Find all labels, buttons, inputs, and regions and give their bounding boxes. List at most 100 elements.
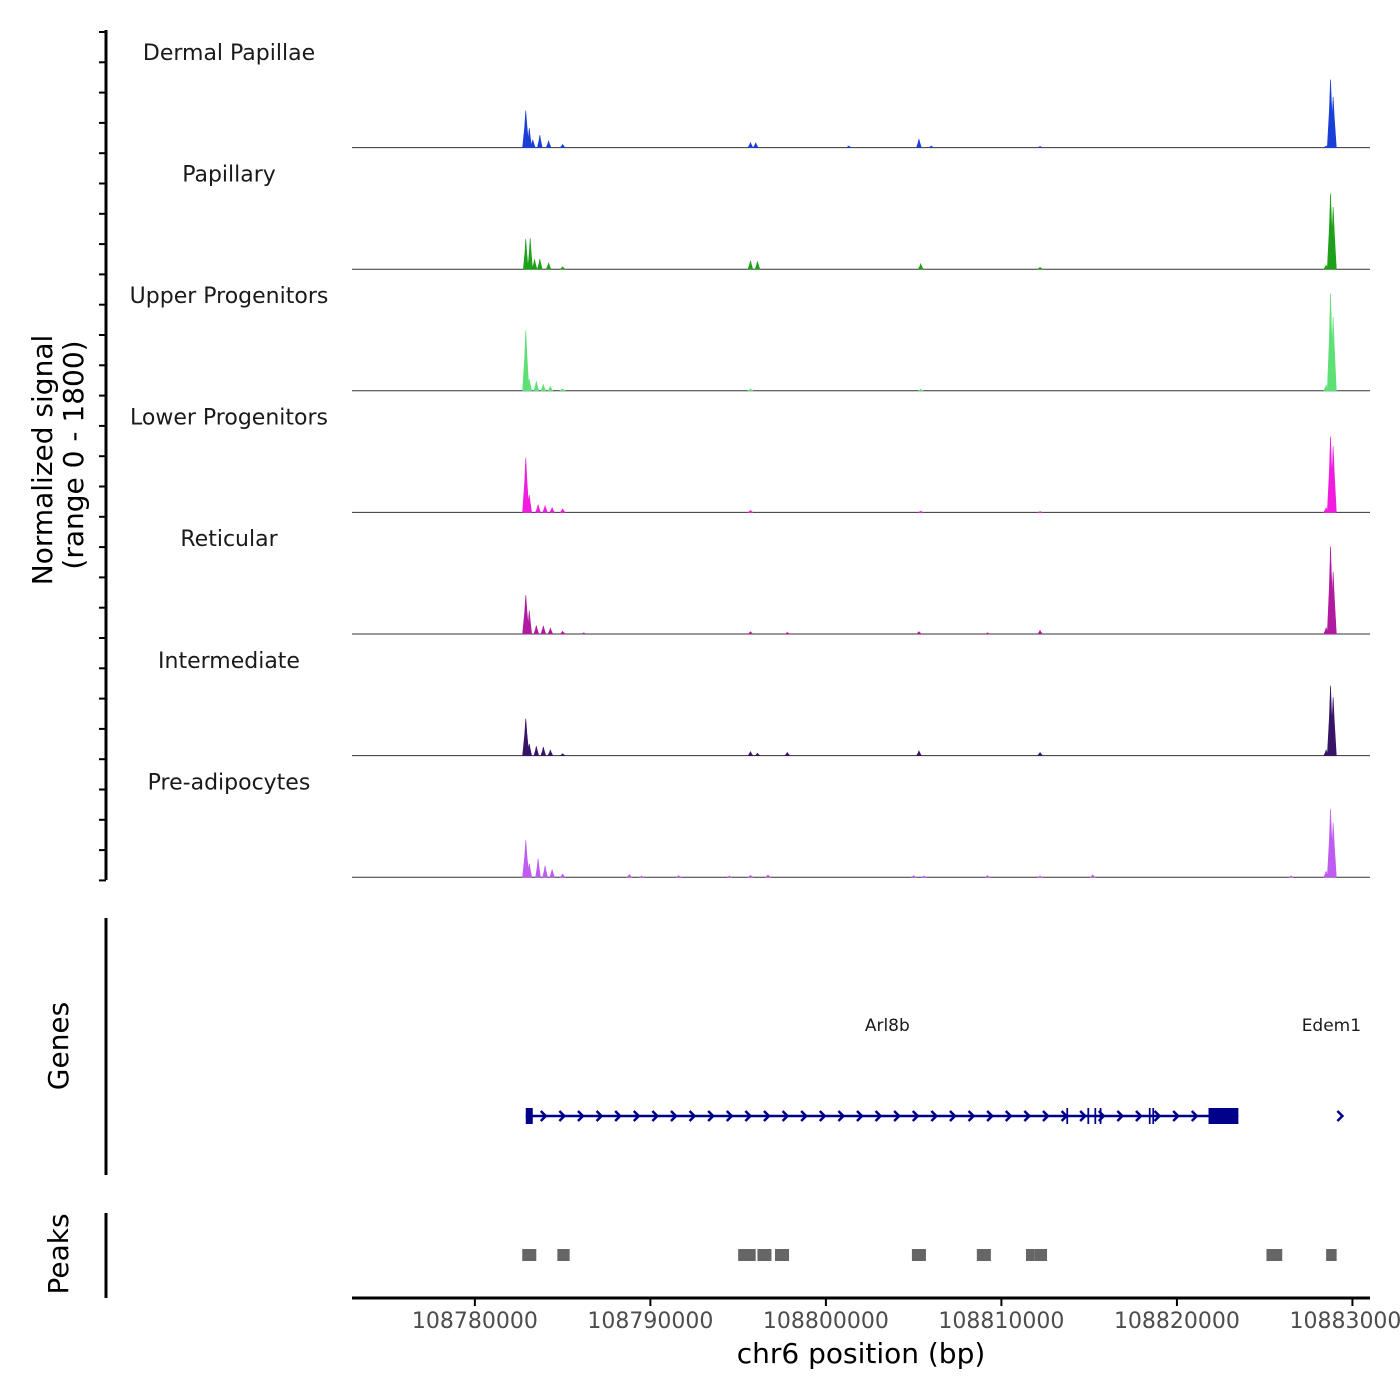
gene-label: Edem1 (1302, 1016, 1361, 1036)
signal-peak (535, 504, 541, 513)
track-label: Intermediate (158, 649, 300, 674)
strand-arrow (1172, 1110, 1180, 1122)
signal-peak (540, 383, 547, 392)
peak-region (1034, 1249, 1048, 1261)
signal-peak (559, 266, 566, 270)
gene-edem1: Edem1 (1302, 1016, 1361, 1122)
signal-peak (559, 143, 566, 148)
signal-peak (559, 753, 566, 756)
gene-label: Arl8b (865, 1016, 910, 1036)
strand-arrow (744, 1110, 753, 1122)
track-papillary: Papillary (182, 162, 1370, 270)
gene-arl8b: Arl8b (525, 1016, 1239, 1124)
track-dermal-papillae: Dermal Papillae (143, 41, 1370, 149)
peak-region (976, 1249, 991, 1261)
signal-peak (527, 238, 533, 270)
signal-peak (1037, 511, 1043, 513)
x-tick-label: 108790000 (587, 1309, 713, 1334)
signal-peak (846, 145, 853, 148)
signal-peak (928, 145, 935, 148)
peak-region (1025, 1249, 1035, 1261)
signal-peak (559, 508, 566, 513)
strand-arrow (614, 1110, 622, 1122)
gene-exon (525, 1108, 533, 1124)
gene-exon (1099, 1108, 1102, 1124)
signal-peak (545, 139, 552, 148)
signal-peak (1288, 875, 1294, 878)
strand-arrow (707, 1110, 715, 1122)
track-label: Papillary (182, 162, 276, 187)
signal-peak (921, 875, 927, 878)
x-tick-label: 108820000 (1114, 1309, 1240, 1334)
strand-arrow (1042, 1110, 1050, 1122)
track-reticular: Reticular (180, 527, 1370, 635)
gene-exon (1152, 1108, 1155, 1124)
strand-arrow (930, 1110, 939, 1122)
signal-peak (1037, 875, 1043, 878)
x-tick-label: 108830000 (1289, 1309, 1400, 1334)
signal-peak (526, 743, 533, 756)
gene-exon (1087, 1108, 1090, 1124)
x-tick-label: 108810000 (938, 1309, 1064, 1334)
strand-arrow (577, 1110, 585, 1122)
track-label: Dermal Papillae (143, 41, 315, 66)
signal-peak (747, 631, 754, 635)
peak-region (911, 1249, 926, 1261)
strand-arrow (893, 1110, 901, 1122)
signal-peak (764, 874, 772, 878)
x-axis-title: chr6 position (bp) (737, 1337, 986, 1370)
signal-peak (531, 259, 538, 270)
signal-peak (915, 750, 922, 756)
track-label: Pre-adipocytes (148, 770, 311, 795)
peak-region (557, 1249, 570, 1261)
signal-peak (754, 261, 761, 270)
signal-peak (1089, 874, 1096, 878)
signal-peak (747, 510, 754, 513)
signal-peak (547, 749, 554, 756)
signal-peak (526, 863, 533, 878)
signal-peak (747, 260, 754, 270)
gene-exon (1148, 1108, 1151, 1124)
signal-peak (545, 261, 552, 270)
signal-peak (639, 875, 645, 878)
track-intermediate: Intermediate (158, 649, 1370, 757)
signal-peak (559, 873, 566, 878)
peak-region (757, 1249, 772, 1261)
peak-region (1266, 1249, 1283, 1261)
signal-peak (535, 858, 541, 878)
signal-peak (917, 262, 924, 270)
y-axis-title: Normalized signal (26, 335, 59, 586)
signal-peak (675, 875, 682, 878)
strand-arrow (1023, 1110, 1032, 1122)
strand-arrow (1190, 1110, 1199, 1122)
strand-arrow (818, 1110, 827, 1122)
strand-arrow (800, 1110, 808, 1122)
y-axis-title-range: (range 0 - 1800) (57, 340, 90, 569)
signal-peak (526, 494, 533, 513)
peak-region (774, 1249, 790, 1261)
strand-arrow (1079, 1110, 1087, 1122)
signal-peak (526, 379, 533, 392)
strand-arrow (911, 1110, 920, 1122)
signal-peak (540, 746, 547, 756)
x-tick-label: 108800000 (763, 1309, 889, 1334)
strand-arrow (967, 1110, 976, 1122)
peak-region (1326, 1249, 1337, 1261)
x-tick-label: 108780000 (412, 1309, 538, 1334)
signal-peak (918, 510, 924, 513)
signal-peak (747, 141, 754, 148)
signal-peak (1036, 751, 1044, 756)
track-upper-progenitors: Upper Progenitors (130, 284, 1370, 392)
x-axis-ticks: 108780000 108790000 108800000 108810000 1088… (412, 1298, 1400, 1334)
signal-peak (581, 632, 587, 635)
signal-peak (726, 875, 732, 878)
gene-exon (1066, 1108, 1069, 1124)
track-label: Upper Progenitors (130, 284, 329, 309)
signal-peak (752, 142, 759, 148)
strand-arrow (1116, 1110, 1125, 1122)
signal-tracks: Dermal Papillae Papillary Upper Progenitor… (130, 41, 1370, 878)
signal-peak (1329, 316, 1337, 392)
signal-peak (559, 388, 566, 392)
signal-peak (559, 630, 566, 635)
signal-peak (1329, 697, 1337, 756)
